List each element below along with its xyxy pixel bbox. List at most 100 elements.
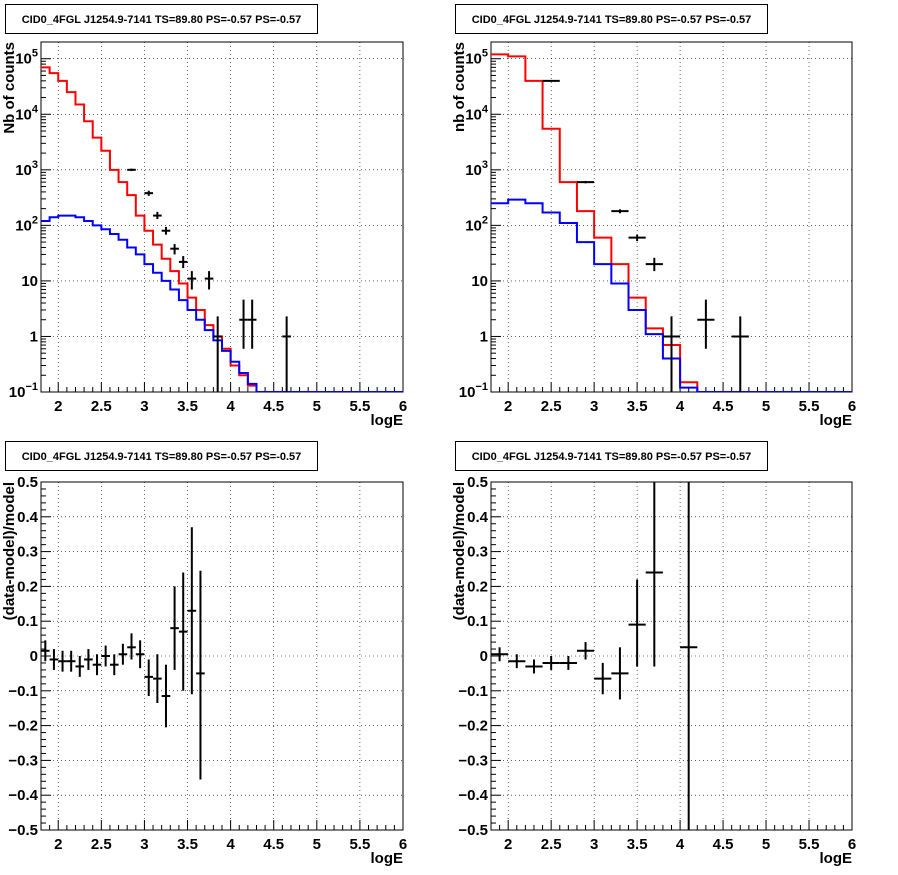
data-point bbox=[135, 640, 145, 669]
y-tick-label: −0.4 bbox=[8, 787, 38, 804]
panel-4: 2 2.5 3 3.5 4 4.5 5 5.5 6logE−0.5−0.4−0.3−0.2−0.… bbox=[451, 474, 856, 867]
y-tick-label: 105 bbox=[465, 48, 488, 68]
data-point bbox=[178, 572, 188, 691]
y-axis-label: (data-model)/model bbox=[451, 482, 468, 620]
data-point bbox=[144, 190, 154, 196]
data-point bbox=[204, 271, 214, 290]
panel-3: 2 2.5 3 3.5 4 4.5 5 5.5 6logE−0.5−0.4−0.3−0.2−0.… bbox=[1, 474, 407, 867]
data-point bbox=[525, 659, 543, 674]
grid bbox=[41, 482, 403, 830]
x-tick-label: 5.5 bbox=[349, 836, 370, 853]
data-point bbox=[153, 654, 162, 703]
x-tick-label: 2 bbox=[54, 398, 62, 415]
y-tick-label: 0 bbox=[30, 648, 38, 665]
data-point bbox=[127, 633, 136, 660]
x-tick-label: 5 bbox=[762, 398, 770, 415]
y-tick-label: 0.1 bbox=[17, 613, 38, 630]
x-tick-label: 4.5 bbox=[713, 836, 734, 853]
y-tick-label: 0.2 bbox=[467, 578, 488, 595]
x-axis-label: logE bbox=[371, 850, 404, 867]
x-tick-label: 5.5 bbox=[799, 398, 820, 415]
data-point bbox=[153, 211, 162, 220]
y-tick-label: 104 bbox=[15, 103, 39, 123]
y-axis-label: nb of counts bbox=[451, 42, 468, 132]
x-tick-label: 4 bbox=[226, 836, 235, 853]
x-tick-label: 6 bbox=[848, 836, 856, 853]
x-tick-label: 4 bbox=[676, 836, 685, 853]
data-point bbox=[118, 643, 128, 665]
x-tick-label: 5.5 bbox=[799, 836, 820, 853]
data-point bbox=[662, 316, 681, 392]
x-tick-label: 6 bbox=[848, 398, 856, 415]
y-tick-label: −0.5 bbox=[458, 822, 488, 839]
data-point bbox=[178, 256, 188, 269]
data-point bbox=[731, 316, 749, 392]
grid bbox=[491, 482, 852, 830]
x-tick-label: 2.5 bbox=[91, 836, 112, 853]
y-tick-label: −0.2 bbox=[8, 718, 38, 735]
x-tick-label: 4.5 bbox=[263, 836, 284, 853]
data-point bbox=[594, 662, 612, 695]
x-axis-label: logE bbox=[820, 850, 853, 867]
data-point bbox=[491, 647, 509, 662]
data-point bbox=[170, 244, 179, 255]
data-layer bbox=[491, 482, 698, 830]
data-point bbox=[247, 299, 257, 349]
y-tick-label: 0.2 bbox=[17, 578, 38, 595]
y-tick-label: 10−1 bbox=[459, 381, 488, 401]
x-tick-label: 2.5 bbox=[91, 398, 112, 415]
y-tick-label: 103 bbox=[15, 159, 38, 179]
data-layer bbox=[41, 66, 403, 392]
x-tick-label: 3 bbox=[140, 836, 148, 853]
y-tick-label: −0.2 bbox=[458, 718, 488, 735]
data-point bbox=[66, 650, 76, 672]
data-layer bbox=[41, 527, 205, 780]
x-tick-label: 5 bbox=[313, 836, 321, 853]
y-axis: −0.5 −0.4 −0.3 −0.2 −0.1 0 0.1 0.2 0.3 0.4 0.5 bbox=[458, 474, 501, 839]
data-point bbox=[101, 645, 110, 667]
y-axis: −0.5 −0.4 −0.3 −0.2 −0.1 0 0.1 0.2 0.3 0.4 0.5 bbox=[8, 474, 51, 839]
y-tick-label: 0.3 bbox=[467, 544, 488, 561]
x-axis-label: logE bbox=[820, 412, 853, 429]
data-point bbox=[542, 656, 560, 670]
x-tick-label: 3 bbox=[140, 398, 148, 415]
data-point bbox=[187, 527, 197, 695]
y-tick-label: 105 bbox=[15, 48, 38, 68]
data-point bbox=[628, 579, 646, 667]
data-point bbox=[213, 316, 222, 392]
data-point bbox=[170, 586, 179, 670]
y-tick-label: −0.4 bbox=[458, 787, 488, 804]
y-tick-label: −0.1 bbox=[8, 683, 38, 700]
y-tick-label: 0.3 bbox=[17, 544, 38, 561]
data-point bbox=[84, 649, 93, 670]
y-tick-label: 0.5 bbox=[17, 474, 38, 491]
y-tick-label: 104 bbox=[465, 103, 489, 123]
y-tick-label: −0.1 bbox=[458, 683, 488, 700]
data-point bbox=[49, 649, 59, 670]
data-point bbox=[576, 642, 595, 660]
y-tick-label: −0.5 bbox=[8, 822, 38, 839]
x-tick-label: 3.5 bbox=[177, 398, 198, 415]
x-tick-label: 2.5 bbox=[541, 398, 562, 415]
x-tick-label: 2.5 bbox=[541, 836, 562, 853]
x-tick-label: 4 bbox=[226, 398, 235, 415]
data-point bbox=[75, 656, 85, 677]
x-axis: 2 2.5 3 3.5 4 4.5 5 5.5 6 bbox=[490, 382, 856, 415]
data-point bbox=[127, 168, 136, 172]
x-axis-label: logE bbox=[371, 412, 404, 429]
x-tick-label: 2 bbox=[504, 398, 512, 415]
x-tick-label: 5 bbox=[313, 398, 321, 415]
panel-title: CID0_4FGL J1254.9-7141 TS=89.80 PS=-0.57… bbox=[5, 441, 318, 471]
y-tick-label: −0.3 bbox=[8, 752, 38, 769]
x-axis: 2 2.5 3 3.5 4 4.5 5 5.5 6 bbox=[40, 820, 407, 853]
data-point bbox=[645, 482, 663, 667]
x-tick-label: 5.5 bbox=[349, 398, 370, 415]
data-point bbox=[187, 271, 197, 290]
y-axis-label: (data-model)/model bbox=[1, 482, 18, 620]
data-point bbox=[559, 656, 577, 670]
x-tick-label: 2 bbox=[54, 836, 62, 853]
data-point bbox=[58, 650, 67, 672]
x-axis: 2 2.5 3 3.5 4 4.5 5 5.5 6 bbox=[490, 820, 856, 853]
